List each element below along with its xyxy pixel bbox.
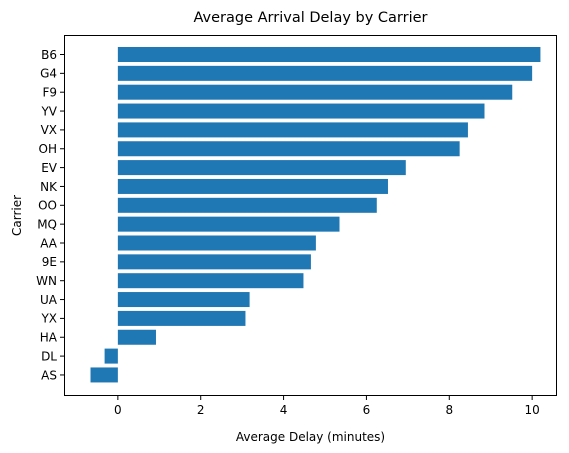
y-tick-label: AA <box>40 236 58 250</box>
bar-YX <box>117 310 246 326</box>
y-tick-label: HA <box>40 331 58 345</box>
x-axis-ticks: 0 2 4 6 8 10 <box>114 396 540 417</box>
bar-OO <box>117 197 377 213</box>
y-tick-label: NK <box>40 180 58 194</box>
bar-OH <box>117 141 460 157</box>
x-tick-label: 6 <box>363 403 371 417</box>
bar-F9 <box>117 84 513 100</box>
y-tick-label: YV <box>40 104 57 118</box>
bar-AS <box>90 367 118 383</box>
plot-frame <box>64 35 557 396</box>
y-tick-label: OH <box>39 142 57 156</box>
y-tick-label: G4 <box>40 67 57 81</box>
bar-EV <box>117 160 406 176</box>
y-tick-label: B6 <box>41 48 57 62</box>
bar-YV <box>117 103 485 119</box>
y-tick-label: WN <box>36 274 57 288</box>
bar-MQ <box>117 216 340 232</box>
bar-AA <box>117 235 316 251</box>
x-tick-label: 0 <box>114 403 122 417</box>
bar-VX <box>117 122 468 138</box>
bar-UA <box>117 292 250 308</box>
chart-title: Average Arrival Delay by Carrier <box>193 10 427 26</box>
y-tick-label: VX <box>41 123 57 137</box>
y-tick-label: F9 <box>42 86 57 100</box>
bar-B6 <box>117 47 541 62</box>
x-axis-label: Average Delay (minutes) <box>236 430 385 444</box>
y-tick-label: UA <box>40 293 58 307</box>
bar-DL <box>104 348 118 364</box>
bars-group <box>90 47 541 383</box>
x-tick-label: 2 <box>197 403 205 417</box>
bar-HA <box>117 329 156 345</box>
y-axis-label: Carrier <box>10 195 24 236</box>
x-tick-label: 8 <box>445 403 453 417</box>
y-tick-label: EV <box>41 161 58 175</box>
bar-NK <box>117 178 388 194</box>
bar-G4 <box>117 65 533 81</box>
x-tick-label: 4 <box>280 403 288 417</box>
y-tick-label: AS <box>41 368 57 382</box>
y-axis-ticks: B6 G4 F9 YV VX OH EV NK OO MQ AA 9E WN UA YX HA DL AS <box>36 48 64 382</box>
y-tick-label: MQ <box>37 217 57 231</box>
bar-WN <box>117 273 304 289</box>
x-tick-label: 10 <box>525 403 540 417</box>
y-tick-label: 9E <box>42 255 57 269</box>
bar-9E <box>117 254 311 270</box>
y-tick-label: DL <box>41 349 57 363</box>
y-tick-label: OO <box>38 199 57 213</box>
y-tick-label: YX <box>40 312 57 326</box>
